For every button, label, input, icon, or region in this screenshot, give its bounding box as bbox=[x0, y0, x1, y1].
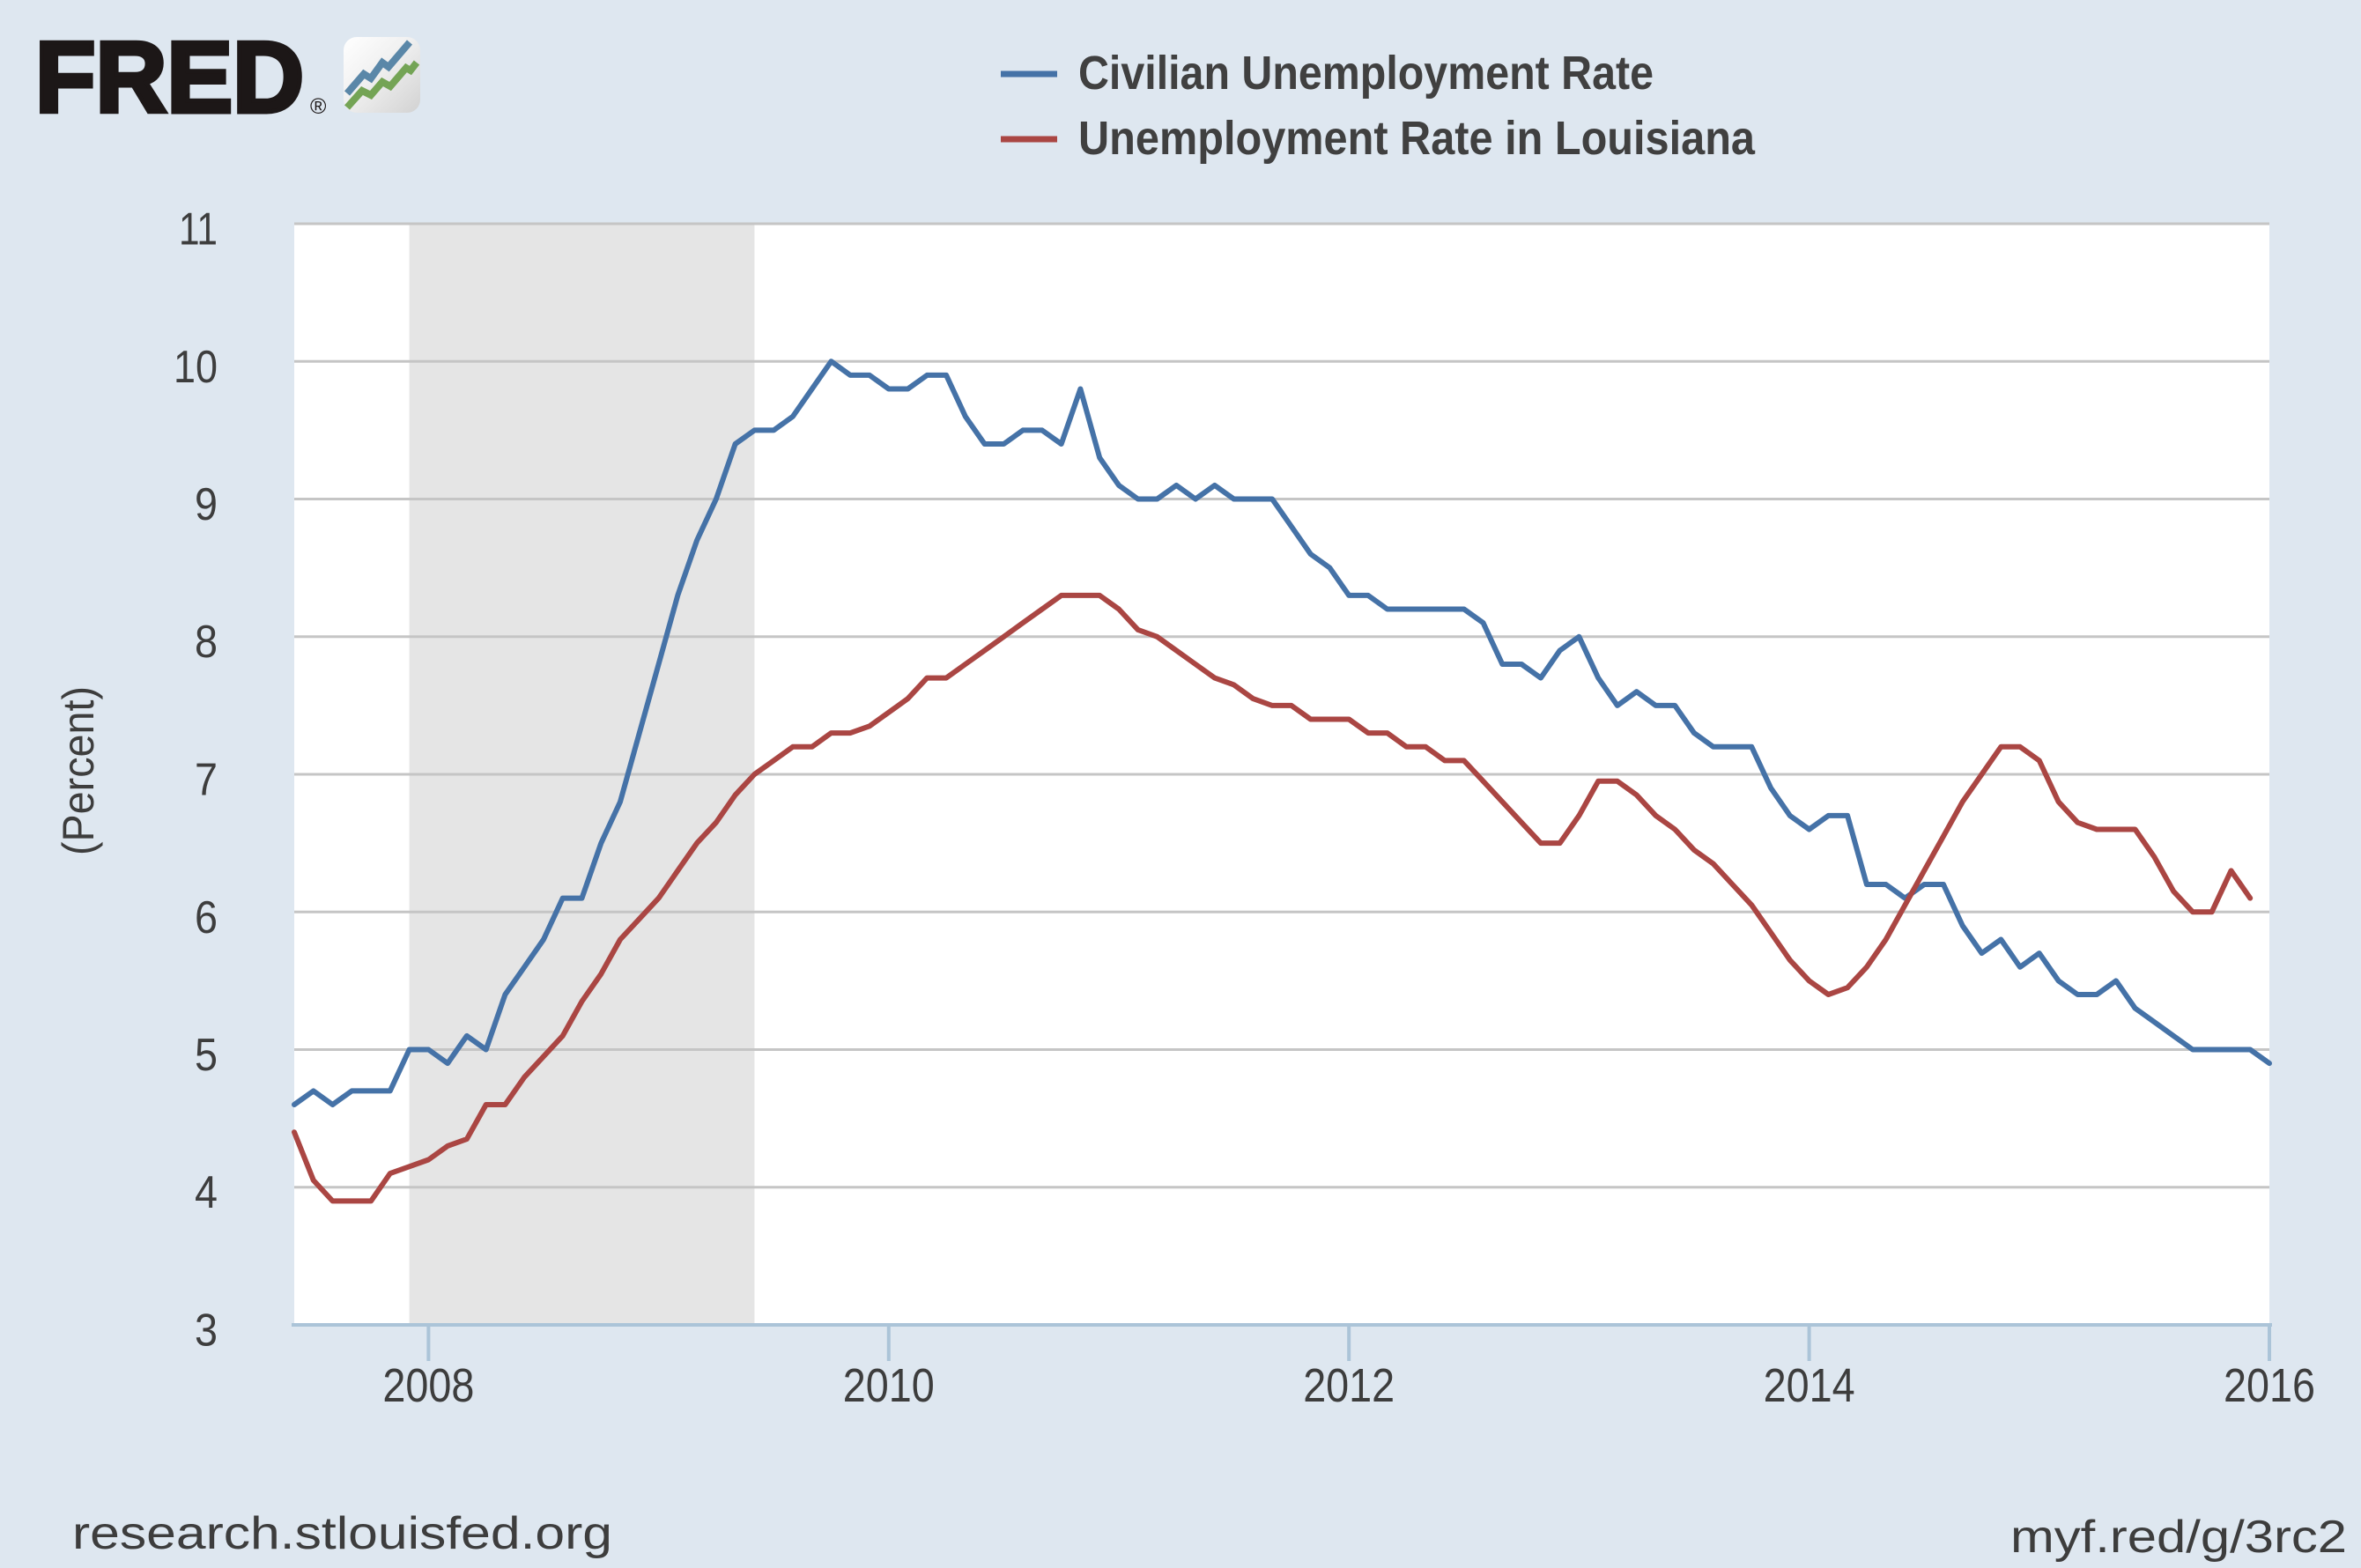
svg-text:2014: 2014 bbox=[1764, 1359, 1855, 1412]
svg-text:6: 6 bbox=[195, 892, 218, 943]
svg-text:4: 4 bbox=[195, 1167, 218, 1218]
svg-text:(Percent): (Percent) bbox=[54, 686, 103, 855]
svg-text:research.stlouisfed.org: research.stlouisfed.org bbox=[72, 1508, 612, 1559]
svg-text:FRED: FRED bbox=[35, 22, 304, 134]
svg-text:Unemployment Rate in Louisiana: Unemployment Rate in Louisiana bbox=[1078, 112, 1756, 165]
svg-text:5: 5 bbox=[195, 1030, 218, 1081]
svg-text:2012: 2012 bbox=[1303, 1359, 1395, 1412]
svg-text:3: 3 bbox=[195, 1305, 218, 1357]
svg-text:myf.red/g/3rc2: myf.red/g/3rc2 bbox=[2010, 1512, 2347, 1563]
svg-text:9: 9 bbox=[195, 479, 218, 530]
svg-text:2008: 2008 bbox=[382, 1359, 474, 1412]
svg-text:8: 8 bbox=[195, 617, 218, 668]
svg-text:2016: 2016 bbox=[2224, 1359, 2315, 1412]
svg-text:7: 7 bbox=[195, 755, 218, 806]
svg-text:11: 11 bbox=[179, 204, 218, 255]
svg-text:10: 10 bbox=[174, 342, 218, 393]
svg-text:®: ® bbox=[310, 94, 327, 119]
svg-text:2010: 2010 bbox=[843, 1359, 935, 1412]
svg-text:Civilian Unemployment Rate: Civilian Unemployment Rate bbox=[1078, 47, 1654, 100]
